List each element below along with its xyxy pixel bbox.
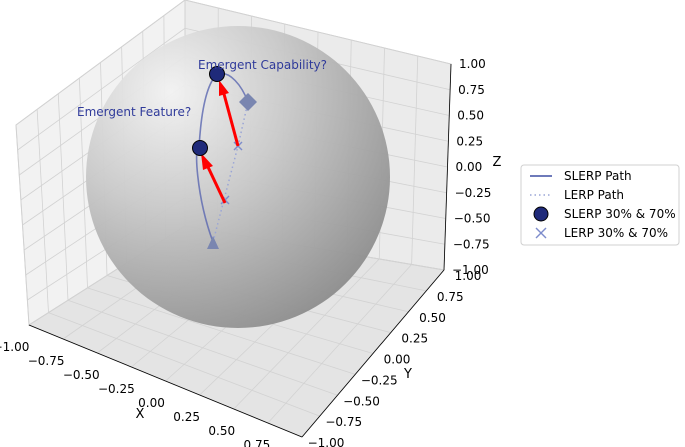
annotation-capability: Emergent Capability? [198,58,327,72]
y-tick-label: 0.00 [384,353,411,367]
x-tick-label: 0.25 [173,410,200,424]
x-tick-label: −0.25 [98,382,135,396]
y-axis-label: Y [403,367,412,382]
legend-label-slerp: SLERP Path [564,169,632,183]
y-tick-label: 0.50 [419,311,446,325]
x-tick-label: −0.75 [28,354,65,368]
legend-swatch-lerp-points [535,227,547,239]
legend-swatch-slerp-points [533,206,549,222]
z-tick-label: 0.25 [456,134,483,148]
grid-line-z-left [17,27,186,151]
legend-label-lerp: LERP Path [564,188,624,202]
z-tick-label: −0.25 [455,186,492,200]
emergence-arrow-30 [201,153,227,204]
x-tick-label: 0.00 [138,396,165,410]
axis-lines [28,63,452,438]
x-tick-label: −0.50 [63,368,100,382]
end-point-diamond [239,93,257,111]
x-axis-line [28,324,303,438]
grid-line-z-left [15,0,186,126]
x-tick-label: −1.00 [0,340,29,354]
tick-labels: −1.00−0.75−0.50−0.250.000.250.500.751.00… [0,57,491,447]
annotation-feature: Emergent Feature? [77,105,191,119]
z-tick-label: −1.00 [452,263,489,277]
y-tick-label: 0.75 [437,290,464,304]
sphere-surface [86,26,390,328]
grid-line-y-floor [67,299,338,396]
y-axis-line [301,269,445,438]
slerp-marker-30 [192,140,208,156]
z-tick-label: 0.00 [456,160,483,174]
z-tick-label: 1.00 [459,57,486,71]
y-tick-label: −0.75 [325,415,362,429]
grid-line-y-floor [48,312,320,417]
slerp-path-line [195,72,249,243]
legend-label-slerp-points: SLERP 30% & 70% [564,207,676,221]
z-axis-line [443,63,452,271]
legend-box [520,164,680,246]
slerp-marker-70 [209,66,225,82]
grid-line-y-floor [87,287,356,375]
start-point-triangle [207,236,219,249]
legend: SLERP Path LERP Path SLERP 30% & 70% LER… [520,164,680,246]
x-axis-label: X [136,407,145,422]
z-tick-label: −0.50 [454,212,491,226]
y-tick-label: 0.25 [401,332,428,346]
y-tick-label: −1.00 [308,436,345,447]
grid-line-x-back [411,55,419,265]
y-tick-label: −0.50 [343,394,380,408]
emergence-arrow-70 [219,80,240,147]
legend-label-lerp-points: LERP 30% & 70% [564,226,668,240]
y-tick-label: −0.25 [361,373,398,387]
y-tick-label: 1.00 [455,269,482,283]
z-tick-label: 0.75 [458,83,485,97]
z-axis-label: Z [493,155,502,170]
x-tick-label: 0.50 [208,424,235,438]
x-tick-label: 0.75 [244,438,271,447]
z-tick-label: −0.75 [453,237,490,251]
z-tick-label: 0.50 [457,109,484,123]
